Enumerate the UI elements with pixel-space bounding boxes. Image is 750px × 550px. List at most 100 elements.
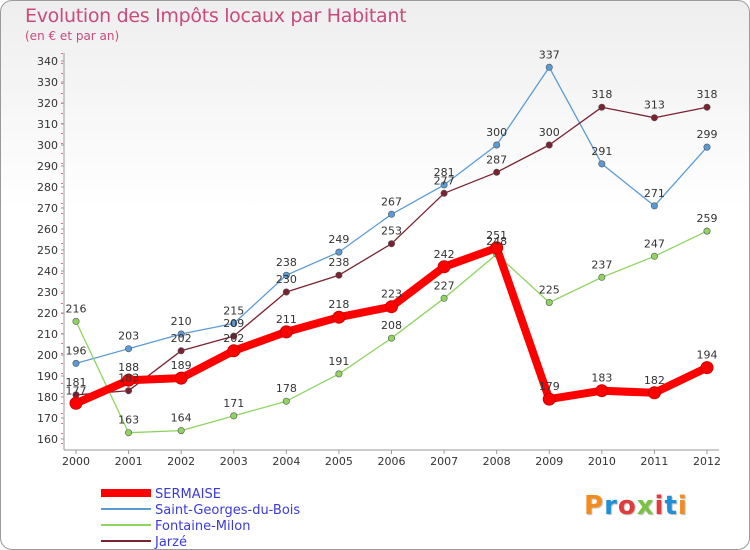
data-label-sermaise: 179 (539, 380, 560, 393)
y-tick-label: 230 (37, 286, 58, 299)
data-point-saint-georges-du-bois (493, 141, 501, 149)
data-label-fontaine-milon: 171 (223, 397, 244, 410)
data-point-jarze (703, 103, 711, 111)
proxiti-logo: Proxiti (584, 491, 688, 521)
data-point-sermaise (122, 373, 136, 387)
data-point-fontaine-milon (72, 317, 80, 325)
chart-title: Evolution des Impôts locaux par Habitant (25, 5, 407, 27)
data-label-jarze: 318 (591, 88, 612, 101)
x-tick-label: 2000 (62, 455, 90, 468)
data-point-saint-georges-du-bois (282, 271, 290, 279)
data-point-jarze (177, 347, 185, 355)
y-tick-label: 250 (37, 244, 58, 257)
data-label-jarze: 230 (276, 273, 297, 286)
data-label-saint-georges-du-bois: 196 (66, 344, 87, 357)
logo-letter: i (677, 491, 688, 521)
data-label-sermaise: 189 (171, 359, 192, 372)
data-point-fontaine-milon (598, 273, 606, 281)
data-label-sermaise: 188 (118, 361, 139, 374)
data-label-saint-georges-du-bois: 291 (591, 145, 612, 158)
data-point-fontaine-milon (703, 227, 711, 235)
data-label-fontaine-milon: 191 (328, 355, 349, 368)
y-tick-label: 270 (37, 202, 58, 215)
data-point-jarze (282, 288, 290, 296)
data-point-saint-georges-du-bois (177, 330, 185, 338)
data-label-sermaise: 218 (328, 298, 349, 311)
x-tick-label: 2006 (378, 455, 406, 468)
data-label-jarze: 202 (171, 332, 192, 345)
data-label-jarze: 300 (539, 126, 560, 139)
data-label-sermaise: 223 (381, 288, 402, 301)
y-tick-label: 160 (37, 433, 58, 446)
data-label-sermaise: 202 (223, 332, 244, 345)
data-point-saint-georges-du-bois (387, 210, 395, 218)
data-point-saint-georges-du-bois (230, 319, 238, 327)
data-point-jarze (493, 168, 501, 176)
y-tick-label: 180 (37, 391, 58, 404)
data-point-sermaise (437, 260, 451, 274)
y-tick-label: 220 (37, 307, 58, 320)
data-point-fontaine-milon (335, 370, 343, 378)
data-label-fontaine-milon: 178 (276, 382, 297, 395)
data-point-fontaine-milon (650, 252, 658, 260)
x-tick-label: 2007 (430, 455, 458, 468)
x-tick-label: 2008 (483, 455, 511, 468)
data-point-jarze (440, 189, 448, 197)
data-label-jarze: 318 (697, 88, 718, 101)
data-label-saint-georges-du-bois: 238 (276, 256, 297, 269)
data-point-sermaise (69, 396, 83, 410)
data-point-fontaine-milon (230, 412, 238, 420)
data-point-fontaine-milon (125, 429, 133, 437)
data-label-fontaine-milon: 237 (591, 258, 612, 271)
data-label-jarze: 238 (328, 256, 349, 269)
data-label-jarze: 287 (486, 153, 507, 166)
data-label-fontaine-milon: 247 (644, 237, 665, 250)
y-tick-label: 300 (37, 139, 58, 152)
data-point-sermaise (279, 325, 293, 339)
data-point-sermaise (542, 392, 556, 406)
data-point-sermaise (490, 241, 504, 255)
series-line-jarze (75, 106, 708, 396)
data-point-saint-georges-du-bois (703, 143, 711, 151)
data-point-jarze (387, 240, 395, 248)
data-label-jarze: 209 (223, 317, 244, 330)
y-tick-label: 320 (37, 97, 58, 110)
data-label-saint-georges-du-bois: 299 (697, 128, 718, 141)
logo-letter: P (584, 491, 605, 521)
chart-subtitle: (en € et par an) (25, 29, 120, 43)
x-tick-label: 2001 (115, 455, 143, 468)
data-label-saint-georges-du-bois: 337 (539, 48, 560, 61)
data-label-saint-georges-du-bois: 210 (171, 315, 192, 328)
data-point-saint-georges-du-bois (72, 359, 80, 367)
data-label-sermaise: 242 (434, 248, 455, 261)
x-tick-label: 2004 (272, 455, 300, 468)
data-point-fontaine-milon (282, 397, 290, 405)
data-point-sermaise (647, 386, 661, 400)
data-label-saint-georges-du-bois: 203 (118, 330, 139, 343)
data-point-jarze (125, 387, 133, 395)
legend-label-sermaise: SERMAISE (155, 487, 221, 502)
y-tick-label: 260 (37, 223, 58, 236)
data-point-saint-georges-du-bois (335, 248, 343, 256)
logo-letter: r (604, 491, 618, 521)
y-tick-label: 170 (37, 412, 58, 425)
data-label-fontaine-milon: 227 (434, 279, 455, 292)
y-tick-label: 200 (37, 349, 58, 362)
logo-letter: i (654, 491, 665, 521)
x-tick-label: 2010 (588, 455, 616, 468)
y-tick-label: 290 (37, 160, 58, 173)
y-tick-label: 190 (37, 370, 58, 383)
legend-label-jarze: Jarzé (154, 535, 187, 549)
data-point-saint-georges-du-bois (598, 160, 606, 168)
data-point-jarze (650, 114, 658, 122)
data-label-jarze: 183 (118, 372, 139, 385)
data-point-saint-georges-du-bois (545, 63, 553, 71)
data-label-fontaine-milon: 164 (171, 412, 192, 425)
y-tick-label: 330 (37, 76, 58, 89)
data-label-sermaise: 177 (66, 384, 87, 397)
data-label-jarze: 277 (434, 174, 455, 187)
data-point-jarze (335, 271, 343, 279)
data-label-jarze: 313 (644, 99, 665, 112)
